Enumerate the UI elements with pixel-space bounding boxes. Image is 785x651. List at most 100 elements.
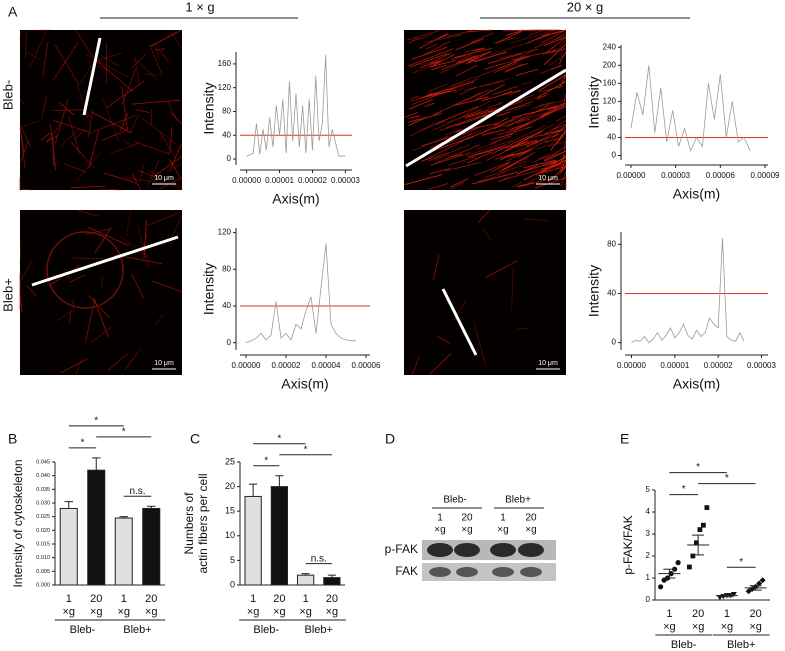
- actin-fiber: [559, 160, 567, 172]
- scale-bar-label: 10 μm: [538, 360, 558, 367]
- x-tick-label: ×g: [145, 606, 158, 618]
- actin-fiber: [550, 119, 567, 132]
- actin-fiber: [55, 311, 71, 322]
- actin-fiber: [68, 309, 72, 323]
- actin-fiber: [106, 80, 145, 108]
- actin-fiber: [445, 112, 491, 129]
- actin-fiber: [411, 356, 420, 376]
- bar: [323, 577, 341, 586]
- actin-fiber: [159, 176, 183, 190]
- band: [490, 543, 516, 557]
- data-point: [675, 560, 681, 566]
- actin-fiber: [536, 93, 549, 100]
- actin-fiber: [406, 29, 442, 41]
- actin-fiber: [453, 87, 464, 93]
- blot-strip: [422, 563, 556, 581]
- y-tick-label: 40: [222, 130, 231, 139]
- actin-fiber: [428, 183, 449, 190]
- actin-fiber: [59, 128, 80, 147]
- actin-fiber: [504, 130, 544, 152]
- actin-fiber: [408, 37, 419, 44]
- actin-fiber: [136, 222, 149, 268]
- actin-fiber: [513, 56, 524, 63]
- actin-fiber: [19, 293, 23, 313]
- x-tick-label: ×g: [749, 621, 762, 633]
- band: [456, 567, 478, 577]
- panel-label: B: [8, 431, 17, 447]
- actin-fiber: [54, 44, 80, 86]
- actin-fiber: [88, 130, 99, 169]
- actin-fiber: [454, 47, 492, 59]
- y-tick-label: 0: [612, 338, 617, 347]
- x-tick-label: 20: [692, 608, 704, 620]
- actin-fiber: [480, 171, 507, 184]
- actin-fiber: [429, 167, 451, 175]
- actin-fiber: [551, 46, 562, 52]
- x-tick-label: ×g: [692, 621, 705, 633]
- x-axis-label: Axis(m): [673, 186, 720, 202]
- actin-fiber: [453, 300, 467, 322]
- data-point: [686, 564, 692, 570]
- actin-fiber: [19, 99, 26, 106]
- y-tick-label: 240: [603, 42, 617, 51]
- y-tick-label: 40: [222, 301, 231, 310]
- actin-fiber: [534, 34, 567, 49]
- x-tick-label: 1: [66, 593, 72, 605]
- x-tick-label: ×g: [663, 621, 676, 633]
- actin-fiber: [143, 219, 147, 259]
- row-label: Bleb-: [0, 80, 15, 110]
- y-tick-label: 0.015: [36, 541, 50, 547]
- y-tick-label: 200: [603, 60, 617, 69]
- actin-fiber: [509, 122, 530, 131]
- x-tick-label: 0.00003: [661, 171, 690, 180]
- profile-line: [82, 37, 102, 116]
- actin-fiber: [421, 134, 458, 147]
- actin-fiber: [472, 64, 509, 79]
- actin-fiber: [506, 101, 533, 112]
- actin-fiber: [155, 314, 164, 325]
- actin-fiber: [25, 51, 39, 60]
- actin-fiber: [543, 36, 567, 47]
- y-tick-label: 40: [607, 133, 616, 142]
- actin-fiber: [553, 29, 567, 35]
- actin-fiber: [145, 212, 178, 227]
- intensity-line: [630, 65, 751, 153]
- band: [427, 543, 453, 557]
- actin-fiber: [521, 81, 533, 85]
- y-tick-label: 80: [607, 115, 616, 124]
- actin-fiber: [432, 123, 450, 131]
- actin-fiber: [428, 143, 471, 162]
- actin-fiber: [451, 77, 473, 86]
- actin-fiber: [517, 123, 555, 144]
- panel-label: E: [620, 431, 629, 447]
- x-tick-label: 0.00002: [704, 361, 733, 370]
- actin-fiber: [169, 126, 173, 155]
- actin-fiber: [488, 53, 522, 65]
- x-tick-label: 20: [90, 593, 102, 605]
- actin-fiber: [146, 159, 160, 187]
- actin-fiber: [456, 51, 492, 64]
- actin-fiber: [77, 85, 89, 120]
- actin-fiber: [429, 52, 452, 64]
- actin-fiber: [535, 102, 567, 113]
- actin-fiber: [424, 40, 451, 56]
- lane-label: 1: [437, 513, 443, 524]
- actin-fiber: [503, 125, 546, 146]
- actin-fiber: [75, 30, 93, 57]
- actin-fiber: [459, 58, 473, 64]
- actin-fiber: [467, 147, 504, 158]
- y-tick-label: 0.035: [36, 487, 50, 493]
- actin-fiber: [436, 336, 451, 344]
- actin-fiber: [536, 155, 567, 177]
- actin-fiber: [155, 44, 160, 61]
- actin-fiber: [110, 143, 138, 154]
- actin-fiber: [543, 146, 567, 161]
- actin-fiber: [462, 126, 481, 136]
- x-tick-label: 1: [121, 593, 127, 605]
- actin-fiber: [476, 178, 489, 182]
- actin-fiber: [137, 170, 158, 179]
- actin-fiber: [511, 141, 538, 149]
- actin-fiber: [504, 63, 524, 73]
- profile-line: [405, 68, 567, 168]
